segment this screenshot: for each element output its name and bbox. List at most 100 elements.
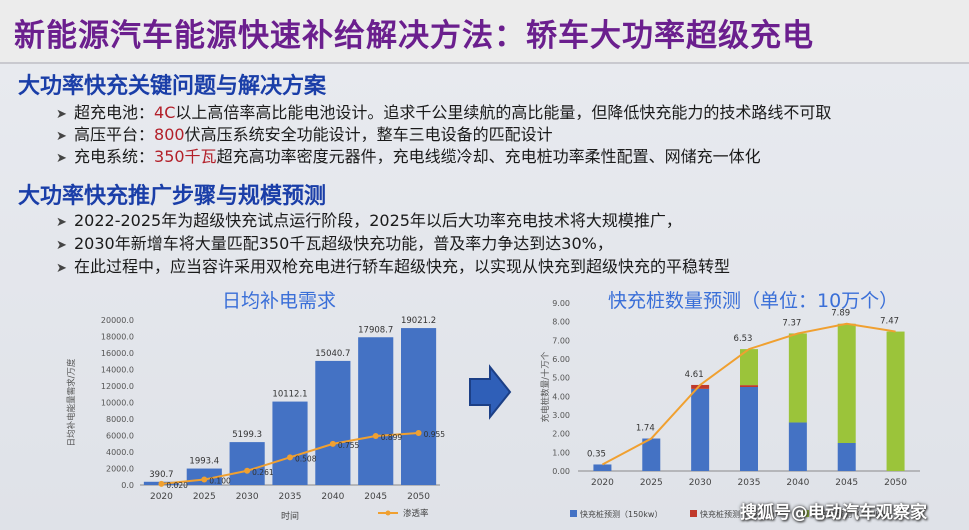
chart2-x-tick-label: 2020 xyxy=(591,478,614,488)
section2-bullet-2: ➤ 2030年新增车将大量匹配350千瓦超级快充功能，普及率力争达到达30%， xyxy=(56,233,613,255)
chart1-x-tick-label: 2040 xyxy=(321,492,344,502)
chart2-line-data-label: 1.74 xyxy=(636,424,655,434)
bullet-arrow-icon: ➤ xyxy=(56,215,67,230)
chart2-legend-label: 快充桩预测（150kw） xyxy=(580,509,662,519)
chart1-line-data-label: 0.020 xyxy=(166,481,188,490)
chart2-y-tick-label: 4.00 xyxy=(552,392,570,401)
chart1-title: 日均补电需求 xyxy=(222,290,337,312)
chart1-y-tick-label: 12000.0 xyxy=(101,382,134,391)
chart1-bar xyxy=(315,360,351,485)
chart2-x-tick-label: 2045 xyxy=(835,478,858,488)
chart2-bar-segment xyxy=(788,333,807,423)
chart1-bar-data-label: 5199.3 xyxy=(232,430,262,440)
chart2-y-tick-label: 7.00 xyxy=(552,336,570,345)
section2-bullet-3: ➤ 在此过程中，应当容许采用双枪充电进行轿车超级快充，以实现从快充到超级快充的平稳… xyxy=(56,256,730,278)
chart1-x-tick-label: 2045 xyxy=(364,492,387,502)
chart2-x-tick-label: 2050 xyxy=(884,478,907,488)
chart1-x-tick-label: 2035 xyxy=(279,492,302,502)
chart2-line-data-label: 7.89 xyxy=(831,309,850,319)
chart1-bar-data-label: 1993.4 xyxy=(189,457,219,467)
chart2-y-tick-label: 9.00 xyxy=(552,299,570,308)
chart1-bar-data-label: 17908.7 xyxy=(358,325,393,335)
chart2-y-tick-label: 1.00 xyxy=(552,448,570,457)
section1-bullet-3: ➤ 充电系统：350千瓦超充高功率密度元器件，充电线缆冷却、充电桩功率柔性配置、网… xyxy=(56,146,761,168)
bullet-text: 2030年新增车将大量匹配350千瓦超级快充功能，普及率力争达到达30%， xyxy=(74,234,613,253)
chart2-bar-segment xyxy=(837,443,856,471)
chart1-y-tick-label: 10000.0 xyxy=(101,399,134,408)
chart1-line-data-label: 0.755 xyxy=(338,441,360,450)
chart1-line-point xyxy=(158,480,165,487)
chart2-bar-segment xyxy=(691,384,710,389)
chart2-x-tick-label: 2035 xyxy=(738,478,761,488)
bullet-arrow-icon: ➤ xyxy=(56,261,67,276)
section1-bullet-2: ➤ 高压平台：800伏高压系统安全功能设计，整车三电设备的匹配设计 xyxy=(56,124,553,146)
chart2-bar-segment xyxy=(788,422,807,471)
bullet-text: 伏高压系统安全功能设计，整车三电设备的匹配设计 xyxy=(184,125,553,144)
chart1-x-tick-label: 2025 xyxy=(193,492,216,502)
bullet-label: 高压平台： xyxy=(74,125,155,144)
chart1-y-tick-label: 4000.0 xyxy=(106,448,134,457)
chart1-line-data-label: 0.899 xyxy=(381,433,403,442)
chart1-bar xyxy=(229,442,265,485)
chart1-legend-label: 渗透率 xyxy=(403,508,429,519)
chart1-y-tick-label: 8000.0 xyxy=(106,415,134,424)
chart1-y-tick-label: 2000.0 xyxy=(106,465,134,474)
chart1-svg: 0.0 2000.0 4000.0 6000.0 8000.0 10000.0 12000.… xyxy=(66,316,445,522)
chart2-y-tick-label: 5.00 xyxy=(552,374,570,383)
chart1-y-tick-label: 14000.0 xyxy=(101,366,134,375)
title-band: 新能源汽车能源快速补给解决方法：轿车大功率超级充电 xyxy=(0,0,969,64)
chart1-bar-data-label: 390.7 xyxy=(149,470,173,480)
bullet-label: 超充电池： xyxy=(74,103,155,122)
chart1-y-axis-label: 日均补电能量需求/万度 xyxy=(66,358,77,446)
section1-heading: 大功率快充关键问题与解决方案 xyxy=(18,74,327,99)
chart2-y-tick-label: 8.00 xyxy=(552,318,570,327)
chart1-line-data-label: 0.508 xyxy=(295,454,317,463)
bullet-text: 以上高倍率高比能电池设计。追求千公里续航的高比能量，但降低快充能力的技术路线不可… xyxy=(175,103,832,122)
right-arrow-icon xyxy=(469,364,512,420)
chart2-line-data-label: 7.47 xyxy=(880,317,899,327)
chart2-legend-swatch xyxy=(802,510,809,517)
bullet-highlight: 350千瓦 xyxy=(154,147,217,166)
chart2-y-tick-label: 0.00 xyxy=(552,467,570,476)
chart2-bar-segment xyxy=(740,349,758,386)
chart2-legend-swatch xyxy=(690,510,697,517)
chart1-y-tick-label: 20000.0 xyxy=(101,316,134,325)
chart1-line-point xyxy=(287,454,293,461)
slide-title: 新能源汽车能源快速补给解决方法：轿车大功率超级充电 xyxy=(14,18,814,54)
chart2-legend-label: 快充桩预测（350kw） xyxy=(812,509,894,519)
chart2-bar-segment xyxy=(642,438,661,471)
chart2-line-data-label: 4.61 xyxy=(685,370,704,380)
chart1-line-point xyxy=(372,433,379,440)
chart1-line-point xyxy=(329,440,336,447)
bullet-arrow-icon: ➤ xyxy=(56,129,67,144)
section1-bullet-1: ➤ 超充电池：4C以上高倍率高比能电池设计。追求千公里续航的高比能量，但降低快充能… xyxy=(56,102,831,124)
chart1-bar-data-label: 19021.2 xyxy=(401,316,436,326)
chart1-y-tick-label: 18000.0 xyxy=(101,333,134,342)
bullet-text: 在此过程中，应当容许采用双枪充电进行轿车超级快充，以实现从快充到超级快充的平稳转… xyxy=(74,257,731,276)
chart1-y-tick-label: 6000.0 xyxy=(106,432,134,441)
bullet-text: 2022-2025年为超级快充试点运行阶段，2025年以后大功率充电技术将大规模… xyxy=(74,211,682,230)
bullet-label: 充电系统： xyxy=(74,147,155,166)
watermark-text: 搜狐号@电动汽车观察家 xyxy=(740,503,927,523)
chart2-line-data-label: 0.35 xyxy=(587,449,606,459)
chart2-bar-segment xyxy=(837,323,856,443)
bullet-arrow-icon: ➤ xyxy=(56,238,67,253)
chart1-line-point xyxy=(244,467,251,474)
chart1-line-data-label: 0.261 xyxy=(252,468,274,477)
chart2-line-data-label: 6.53 xyxy=(734,334,753,344)
section2-bullet-1: ➤ 2022-2025年为超级快充试点运行阶段，2025年以后大功率充电技术将大规… xyxy=(56,210,682,232)
chart1-x-axis-label: 时间 xyxy=(281,510,299,522)
chart1-line-point xyxy=(415,430,422,437)
bullet-highlight: 800 xyxy=(154,125,185,144)
chart1-x-tick-label: 2020 xyxy=(150,492,173,502)
chart1-legend-marker xyxy=(385,510,391,516)
chart2-svg: 0.00 1.00 2.00 3.00 4.00 5.00 6.00 7.00 8.00 9.00… xyxy=(540,299,920,519)
chart2-bar-segment xyxy=(691,388,710,471)
bullet-arrow-icon: ➤ xyxy=(56,107,67,122)
bullet-arrow-icon: ➤ xyxy=(56,151,67,166)
chart2-bar-segment xyxy=(886,331,905,471)
chart2-bar-segment xyxy=(740,385,758,387)
chart1-y-tick-label: 16000.0 xyxy=(101,349,134,358)
chart2-line-data-label: 7.37 xyxy=(782,318,801,328)
chart2-total-line xyxy=(601,322,896,466)
